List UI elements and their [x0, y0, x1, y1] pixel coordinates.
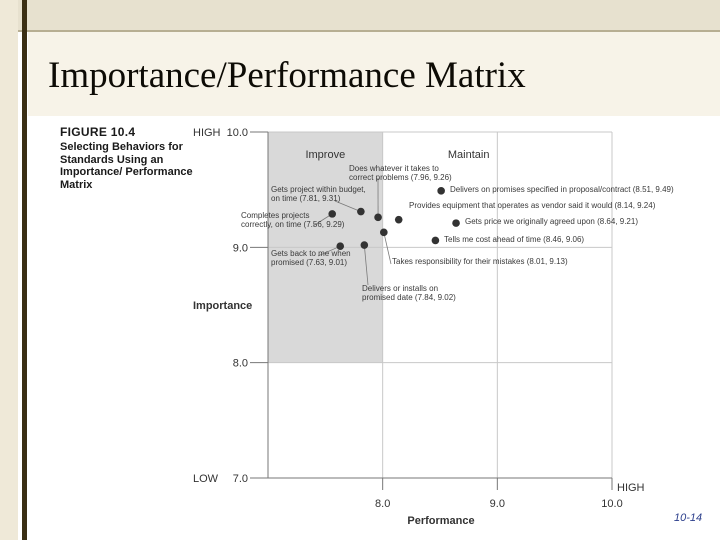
point-label-line: Completes projects: [241, 211, 309, 220]
point-label: Delivers or installs on promised date (7.…: [362, 284, 456, 302]
x-tick-label: 10.0: [601, 498, 622, 510]
point-label: Does whatever it takes to correct problem…: [349, 164, 452, 182]
point-label-line: correct problems (7.96, 9.26): [349, 173, 452, 182]
left-decor-bar: [0, 0, 18, 540]
point-label-line: promised (7.63, 9.01): [271, 258, 347, 267]
top-decor-line: [0, 30, 720, 32]
y-tick-label: 7.0: [233, 473, 248, 485]
figure-title: Selecting Behaviors for Standards Using …: [60, 141, 193, 191]
point-label-line: Tells me cost ahead of time (8.46, 9.06): [444, 235, 584, 244]
point-label-line: Provides equipment that operates as vend…: [409, 201, 656, 210]
data-point: [328, 210, 337, 218]
figure-caption: FIGURE 10.4 Selecting Behaviors for Stan…: [60, 125, 200, 191]
data-point: [437, 187, 445, 195]
point-label-line: Gets project within budget,: [271, 185, 366, 194]
leader-line: [334, 200, 362, 212]
data-point: [336, 242, 345, 250]
slide-title: Importance/Performance Matrix: [48, 55, 526, 96]
title-band: [28, 32, 720, 116]
x-tick-label: 9.0: [490, 498, 505, 510]
point-label: Provides equipment that operates as vend…: [409, 201, 656, 210]
chart-axes: [250, 131, 613, 490]
point-label-line: Gets back to me when: [271, 249, 351, 258]
figure-number: FIGURE 10.4: [60, 125, 136, 139]
point-label-line: Takes responsibility for their mistakes …: [392, 257, 568, 266]
y-tick-label: 8.0: [233, 358, 248, 370]
region-label-maintain: Maintain: [448, 149, 490, 161]
y-low-label: LOW: [193, 473, 219, 485]
data-point: [431, 236, 440, 245]
data-point: [360, 241, 369, 249]
point-label: Gets price we originally agreed upon (8.…: [465, 217, 638, 226]
tick-labels: 10.0 9.0 8.0 7.0 8.0 9.0 10.0: [227, 127, 623, 510]
data-point: [452, 219, 460, 227]
point-label: Tells me cost ahead of time (8.46, 9.06): [444, 235, 584, 244]
point-label-line: Does whatever it takes to: [349, 164, 439, 173]
data-point: [357, 207, 365, 216]
point-label: Gets project within budget, on time (7.81…: [271, 185, 366, 203]
point-label-line: Gets price we originally agreed upon (8.…: [465, 217, 638, 226]
data-point: [380, 228, 388, 237]
point-label: Takes responsibility for their mistakes …: [392, 257, 568, 266]
x-tick-label: 8.0: [375, 498, 390, 510]
x-axis-title: Performance: [407, 515, 474, 527]
data-point: [374, 213, 382, 222]
slide-number: 10-14: [674, 512, 703, 524]
y-high-label: HIGH: [193, 127, 221, 139]
leader-line: [317, 245, 341, 257]
y-tick-label: 10.0: [227, 127, 248, 139]
point-label-line: Delivers or installs on: [362, 284, 438, 293]
point-label: Completes projects correctly, on time (7.…: [241, 211, 345, 229]
x-high-label: HIGH: [617, 482, 645, 494]
annotation-leaders: [312, 177, 392, 286]
chart-grid: [268, 131, 613, 478]
y-axis-title: Importance: [193, 300, 252, 312]
left-decor-stripe: [22, 0, 27, 540]
point-label-line: correctly, on time (7.56, 9.29): [241, 220, 345, 229]
data-point: [394, 215, 403, 224]
point-label-line: promised date (7.84, 9.02): [362, 293, 456, 302]
top-decor-bar: [0, 0, 720, 30]
point-label-line: on time (7.81, 9.31): [271, 194, 341, 203]
point-label: Gets back to me when promised (7.63, 9.01…: [271, 249, 351, 267]
point-label-line: Delivers on promises specified in propos…: [450, 185, 674, 194]
region-label-improve: Improve: [305, 149, 345, 161]
point-annotations: Does whatever it takes to correct problem…: [241, 164, 674, 302]
leader-line: [363, 244, 369, 286]
point-label: Delivers on promises specified in propos…: [450, 185, 674, 194]
y-tick-label: 9.0: [233, 242, 248, 254]
data-points: [328, 187, 460, 250]
leader-line: [383, 232, 392, 265]
